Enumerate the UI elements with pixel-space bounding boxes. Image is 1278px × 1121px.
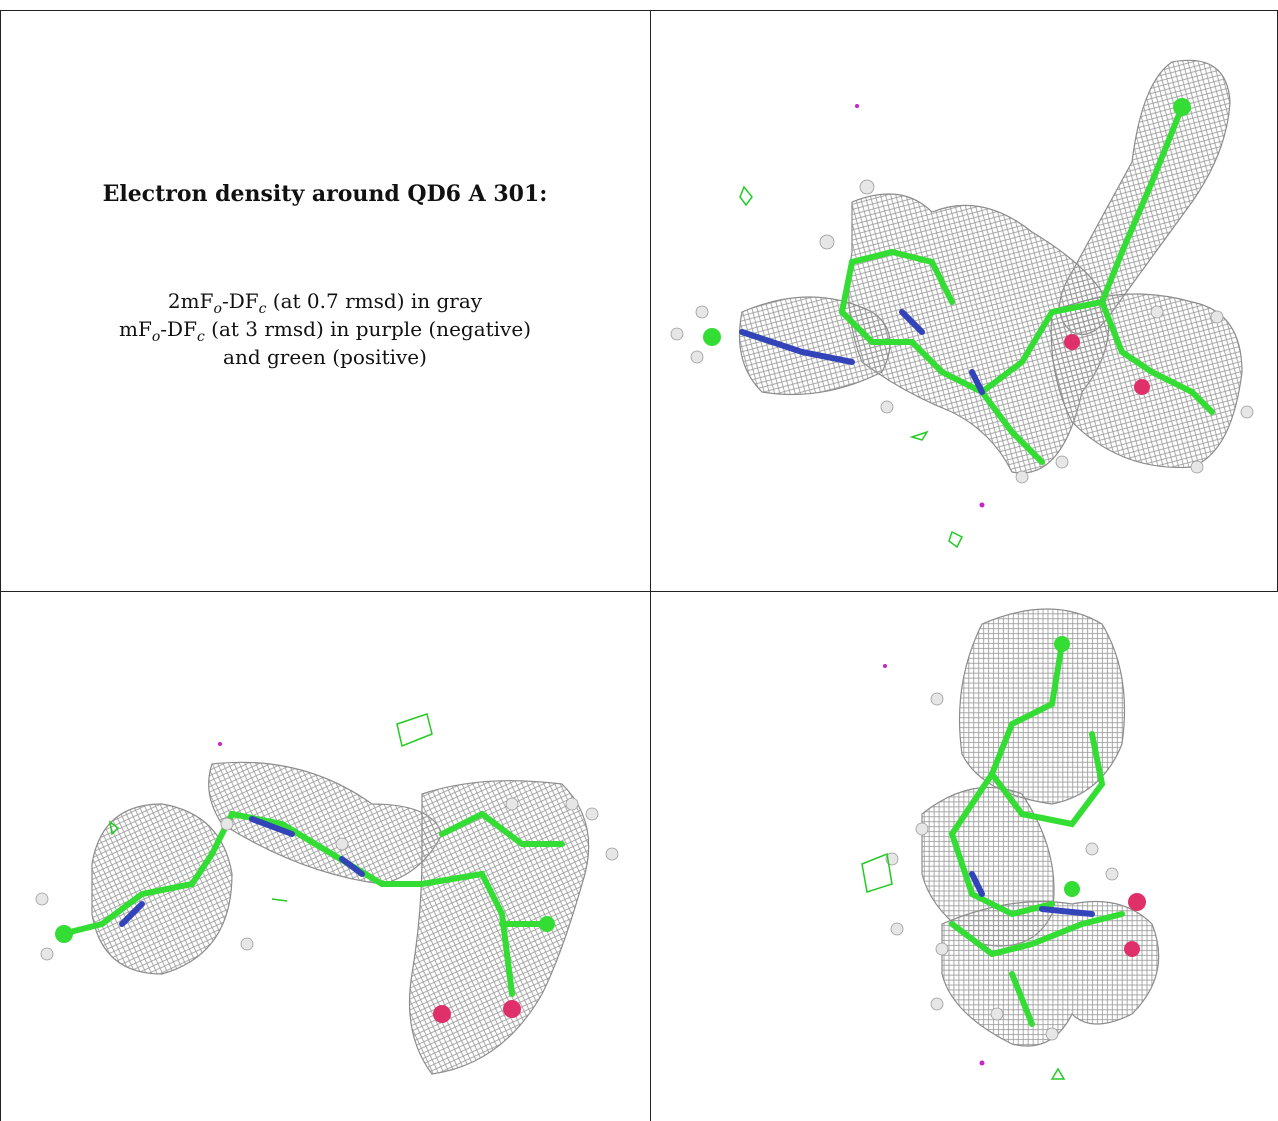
- carbon-atoms: [703, 98, 1191, 346]
- oxygen-atoms: [1124, 893, 1146, 957]
- difference-density-positive: [739, 185, 964, 549]
- legend-cell: Electron density around QD6 A 301: 2mFo-…: [0, 11, 650, 591]
- hydrogen-atoms: [670, 179, 1254, 484]
- legend-line-2fo-fc: 2mFo-DFc (at 0.7 rmsd) in gray: [167, 289, 483, 317]
- top-border: [0, 10, 1278, 11]
- nitrogen-bonds: [739, 309, 985, 395]
- oxygen-atoms: [1064, 334, 1150, 395]
- difference-density-positive: [861, 852, 1066, 1080]
- difference-density-positive: [108, 713, 433, 902]
- density-view-top-right: [670, 59, 1254, 549]
- nitrogen-bonds: [969, 871, 1095, 917]
- hydrogen-atoms: [885, 692, 1119, 1041]
- difference-density-negative: [855, 104, 985, 508]
- legend-line-fo-fc: mFo-DFc (at 3 rmsd) in purple (negative): [119, 317, 531, 345]
- ligand-bonds: [59, 810, 565, 997]
- carbon-atoms: [55, 916, 555, 943]
- legend-line-positive: and green (positive): [223, 345, 427, 369]
- difference-density-negative: [218, 742, 222, 746]
- density-view-bottom-right: [861, 608, 1160, 1080]
- oxygen-atoms: [433, 1000, 521, 1023]
- density-mesh: [739, 59, 1243, 474]
- hydrogen-atoms: [35, 797, 619, 961]
- middle-border: [0, 591, 1278, 592]
- left-border: [0, 10, 1, 1121]
- center-border: [650, 10, 651, 1121]
- density-view-bottom-left: [35, 713, 619, 1075]
- difference-density-negative: [883, 664, 985, 1066]
- legend-title: Electron density around QD6 A 301:: [102, 181, 548, 207]
- carbon-atoms: [1054, 636, 1080, 897]
- ligand-bonds: [948, 641, 1125, 1027]
- nitrogen-bonds: [119, 816, 365, 927]
